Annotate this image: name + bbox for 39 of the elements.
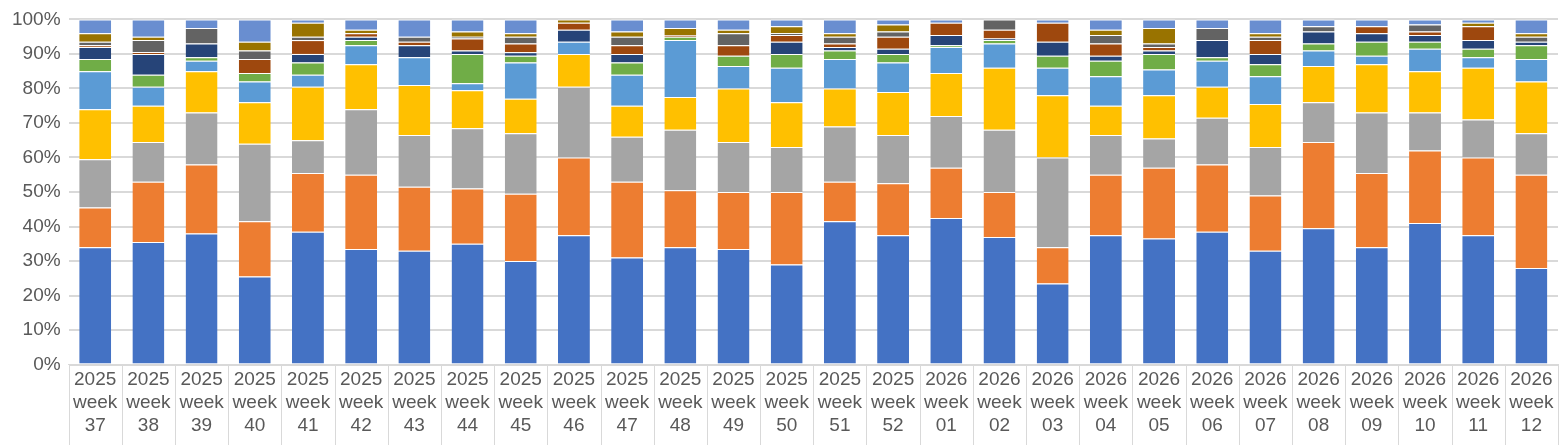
x-tick-label: 2026 week 06	[1189, 368, 1235, 435]
x-tick-label: 2026 week 09	[1348, 368, 1395, 435]
y-tick-label: 100%	[11, 7, 61, 29]
x-tick-label: 2026 week 11	[1455, 368, 1501, 435]
y-tick-label: 0%	[33, 352, 61, 374]
x-tick-label: 2025 week 50	[763, 368, 810, 435]
x-tick-label: 2025 week 39	[178, 368, 225, 435]
x-tick-label: 2026 week 03	[1029, 368, 1076, 435]
y-tick-label: 50%	[22, 180, 61, 202]
y-tick-label: 20%	[22, 283, 61, 305]
x-tick-label: 2025 week 48	[657, 368, 703, 435]
x-tick-label: 2025 week 41	[284, 368, 331, 435]
y-tick-label: 80%	[22, 76, 61, 98]
y-tick-label: 30%	[22, 249, 61, 271]
x-tick-label: 2026 week 07	[1242, 368, 1289, 435]
x-tick-label: 2025 week 42	[337, 368, 384, 435]
x-tick-label: 2025 week 47	[603, 368, 650, 435]
x-tick-label: 2026 week 04	[1082, 368, 1129, 435]
x-tick-label: 2025 week 38	[125, 368, 172, 435]
y-tick-label: 10%	[22, 318, 61, 340]
x-tick-label: 2025 week 46	[550, 368, 597, 435]
x-tick-label: 2025 week 40	[231, 368, 278, 435]
x-tick-label: 2026 week 10	[1401, 368, 1448, 435]
x-tick-label: 2025 week 52	[869, 368, 916, 435]
x-tick-label: 2026 week 08	[1295, 368, 1342, 435]
x-tick-label: 2026 week 01	[923, 368, 969, 435]
y-tick-label: 60%	[22, 145, 61, 167]
x-tick-label: 2025 week 45	[497, 368, 544, 435]
x-tick-label: 2025 week 49	[710, 368, 757, 435]
x-tick-label: 2025 week 44	[444, 368, 491, 435]
x-tick-label: 2026 week 12	[1508, 368, 1555, 435]
x-tick-label: 2025 week 43	[391, 368, 438, 435]
x-tick-label: 2025 week 37	[72, 368, 118, 435]
x-tick-label: 2026 week 02	[976, 368, 1023, 435]
y-tick-label: 40%	[22, 214, 61, 236]
x-tick-label: 2025 week 51	[816, 368, 863, 435]
y-tick-label: 90%	[22, 42, 61, 64]
x-tick-label: 2026 week 05	[1135, 368, 1182, 435]
y-tick-label: 70%	[22, 111, 61, 133]
